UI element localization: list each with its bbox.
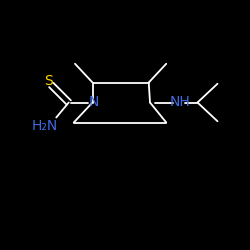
Text: NH: NH (170, 96, 190, 110)
Text: S: S (44, 74, 53, 88)
Text: N: N (88, 96, 99, 110)
Text: H₂N: H₂N (32, 119, 58, 133)
